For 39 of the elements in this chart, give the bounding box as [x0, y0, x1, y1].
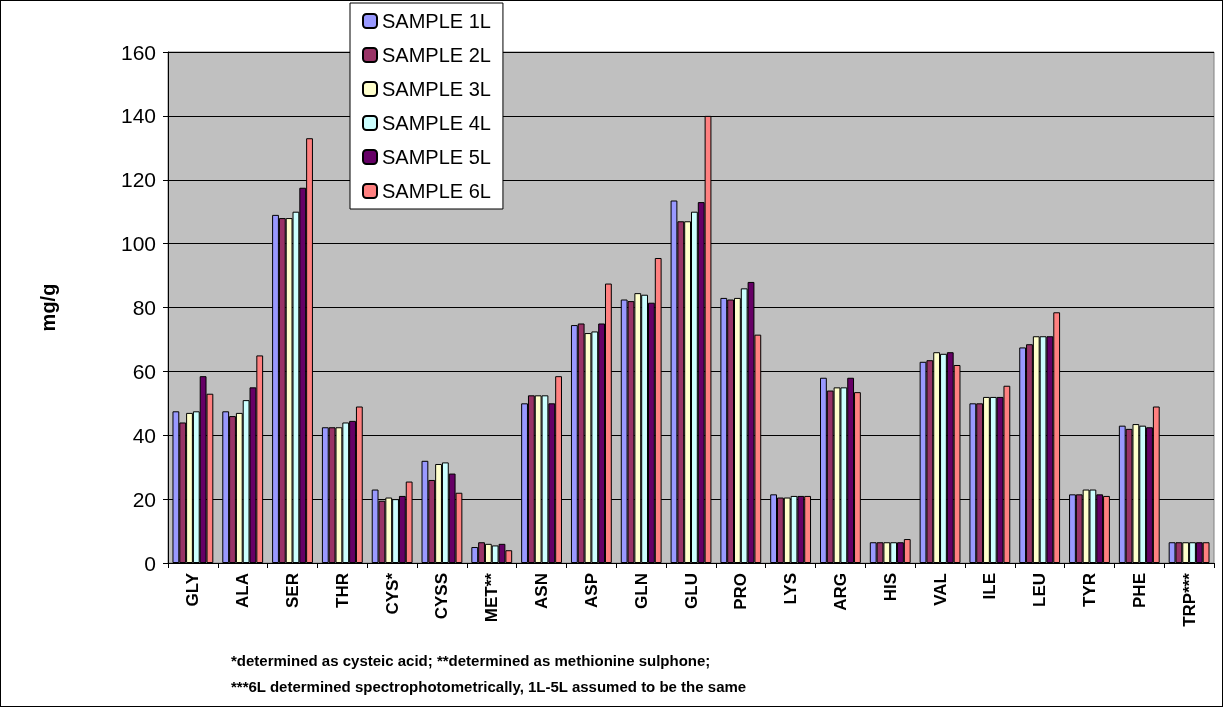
x-tick-label: ASP: [581, 573, 601, 608]
x-tick-label: THR: [332, 573, 352, 608]
x-tick-label: GLY: [183, 572, 203, 607]
x-tick-label: GLU: [681, 573, 701, 609]
x-tick-label: ARG: [830, 573, 850, 611]
legend-label: SAMPLE 5L: [382, 146, 491, 168]
legend-label: SAMPLE 6L: [382, 180, 491, 202]
y-tick-label: 100: [120, 232, 156, 256]
x-tick-label: TRP***: [1179, 572, 1199, 627]
x-tick-label: CYSS: [432, 573, 452, 620]
x-tick-label: MET**: [482, 572, 502, 623]
y-tick-label: 80: [132, 296, 156, 319]
x-tick-label: LEU: [1030, 573, 1050, 607]
x-tick-label: HIS: [880, 573, 900, 602]
x-tick-label: GLN: [631, 573, 651, 609]
y-tick-label: 160: [120, 40, 156, 64]
x-tick-label: ILE: [980, 573, 1000, 600]
x-tick-label: ALA: [233, 573, 253, 608]
y-tick-label: 140: [120, 104, 156, 128]
legend-label: SAMPLE 4L: [382, 112, 491, 134]
x-tick-label: ASN: [532, 573, 552, 609]
y-tick-label: 40: [132, 423, 156, 447]
legend-label: SAMPLE 1L: [382, 10, 491, 32]
x-tick-label: PRO: [731, 573, 751, 610]
y-tick-label: 60: [132, 359, 156, 383]
legend-label: SAMPLE 2L: [382, 44, 491, 66]
x-tick-label: VAL: [930, 573, 950, 606]
y-tick-label: 20: [132, 487, 156, 511]
text: ***6L determined spectrophotometrically, 1L-5L assumed to be the same: [231, 678, 747, 695]
legend-label: SAMPLE 3L: [382, 78, 491, 100]
y-tick-label: 0: [144, 551, 156, 575]
x-tick-label: PHE: [1129, 573, 1149, 608]
x-tick-label: TYR: [1079, 573, 1099, 607]
y-axis-title: mg/g: [37, 283, 59, 332]
x-tick-label: CYS*: [382, 572, 402, 615]
x-tick-label: LYS: [781, 573, 801, 605]
x-tick-label: SER: [283, 573, 303, 608]
y-tick-label: 120: [120, 168, 156, 192]
text: *determined as cysteic acid; **determined as methionine sulphone;: [231, 652, 711, 669]
